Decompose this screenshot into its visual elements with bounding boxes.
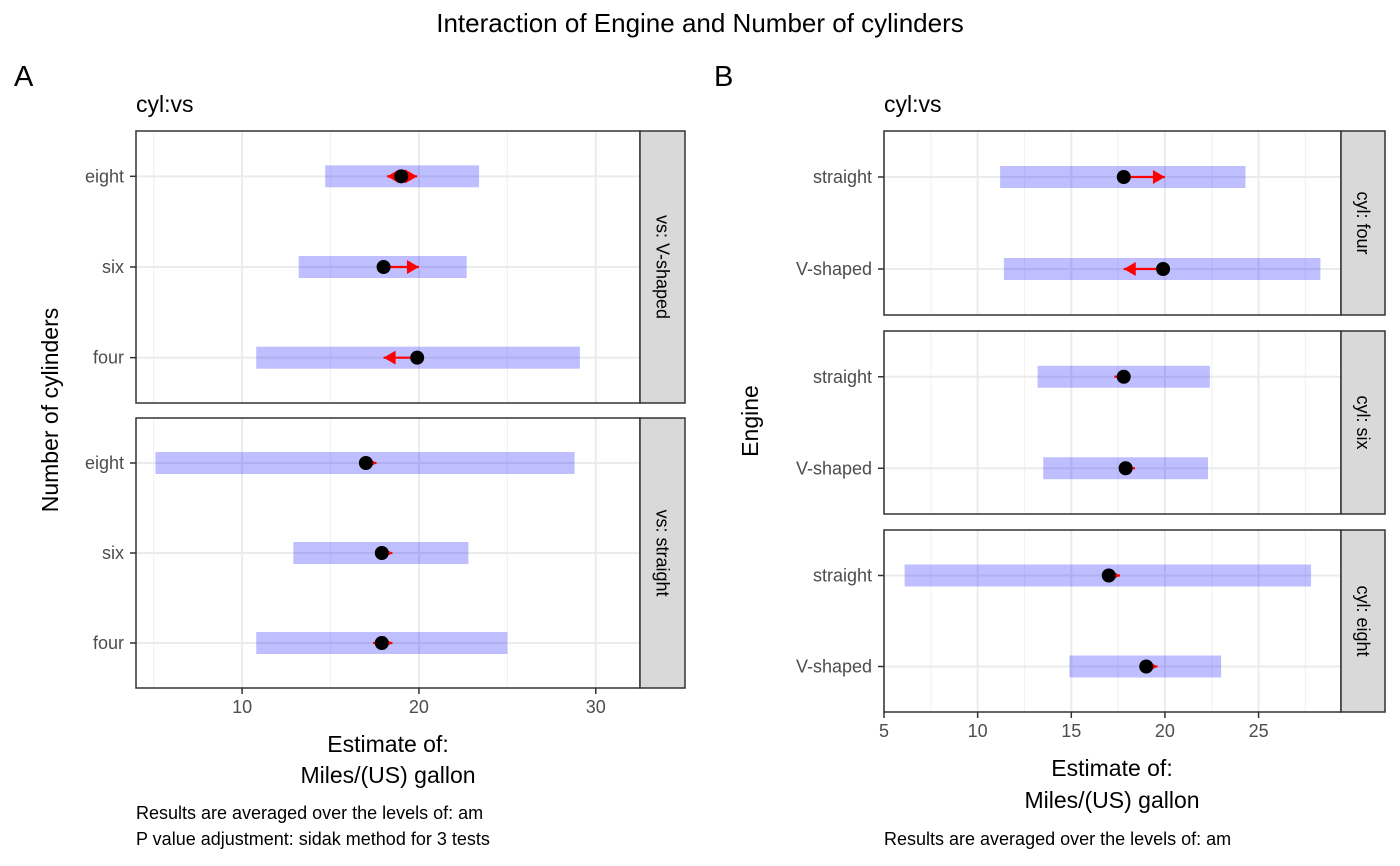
estimate-point	[1139, 659, 1154, 674]
comparison-arrow-head	[383, 350, 396, 365]
y-tick-label: six	[102, 257, 124, 277]
estimate-point	[374, 636, 389, 650]
panel-b-x-axis-label-line2: Miles/(US) gallon	[1024, 787, 1199, 813]
panel-a-x-axis-label-line1: Estimate of:	[327, 731, 448, 757]
comparison-arrow-head	[1152, 170, 1165, 184]
x-tick-label: 10	[968, 721, 988, 741]
panel-a-caption-line2: P value adjustment: sidak method for 3 t…	[136, 829, 490, 849]
panel-a: A cyl:vs Number of cylinders Estimate of…	[14, 61, 686, 849]
facet-strip-label: vs: V-shaped	[653, 215, 673, 319]
facet-strip	[1340, 529, 1386, 713]
estimate-point	[410, 350, 425, 365]
panel-a-subtitle: cyl:vs	[136, 91, 194, 117]
facet-background	[884, 331, 1341, 514]
x-tick-label: 20	[1155, 721, 1175, 741]
y-tick-label: four	[93, 633, 124, 653]
panel-b-caption-line1: Results are averaged over the levels of:…	[884, 829, 1231, 849]
y-tick-label: straight	[813, 566, 872, 586]
panel-b-plot: straight V-shaped cyl: four straight V-shape…	[796, 130, 1386, 741]
y-tick-label: eight	[85, 453, 124, 473]
x-tick-label: 5	[879, 721, 889, 741]
comparison-arrow-head	[406, 260, 419, 274]
y-tick-label: eight	[85, 166, 124, 186]
estimate-point	[394, 169, 409, 184]
panel-b: B cyl:vs Engine Estimate of: Miles/(US) …	[714, 61, 1386, 849]
panel-a-x-axis-label-line2: Miles/(US) gallon	[300, 762, 475, 788]
estimate-point	[374, 546, 389, 560]
y-tick-label: V-shaped	[796, 259, 872, 279]
x-tick-label: 25	[1249, 721, 1269, 741]
panel-b-subtitle: cyl:vs	[884, 91, 942, 117]
x-tick-label: 15	[1061, 721, 1081, 741]
facet-background	[884, 530, 1341, 712]
facet-strip-label: cyl: eight	[1353, 585, 1373, 656]
facet-background	[884, 131, 1341, 315]
panel-a-y-axis-label: Number of cylinders	[37, 308, 63, 513]
facet-strip	[639, 417, 686, 689]
estimate-point	[1101, 568, 1116, 583]
estimate-point	[1116, 170, 1131, 184]
facet-strip	[1340, 130, 1386, 316]
panel-b-x-axis-label-line1: Estimate of:	[1051, 755, 1172, 781]
estimate-point	[1116, 369, 1131, 384]
estimate-point	[376, 260, 391, 274]
figure-title: Interaction of Engine and Number of cyli…	[436, 8, 964, 38]
panel-a-tag: A	[14, 61, 34, 93]
y-tick-label: V-shaped	[796, 458, 872, 478]
estimate-point	[358, 456, 373, 470]
panel-a-caption-line1: Results are averaged over the levels of:…	[136, 803, 483, 823]
y-tick-label: straight	[813, 367, 872, 387]
facet-strip-label: cyl: four	[1353, 191, 1373, 254]
y-tick-label: straight	[813, 167, 872, 187]
facet-strip-label: vs: straight	[653, 509, 673, 596]
y-tick-label: four	[93, 348, 124, 368]
panel-a-plot: eight six four vs: V-shaped eight six four vs: …	[85, 130, 686, 717]
comparison-arrow-head	[405, 169, 418, 184]
panel-b-y-axis-label: Engine	[737, 385, 763, 457]
facet-strip	[639, 130, 686, 404]
y-tick-label: V-shaped	[796, 657, 872, 677]
x-tick-label: 20	[409, 697, 429, 717]
x-tick-label: 30	[586, 697, 606, 717]
y-tick-label: six	[102, 543, 124, 563]
x-tick-label: 10	[232, 697, 252, 717]
facet-strip	[1340, 330, 1386, 515]
panel-b-tag: B	[714, 61, 733, 93]
estimate-point	[1118, 461, 1133, 476]
estimate-point	[1156, 262, 1171, 276]
facet-strip-label: cyl: six	[1353, 396, 1373, 450]
comparison-arrow-head	[1123, 262, 1136, 276]
